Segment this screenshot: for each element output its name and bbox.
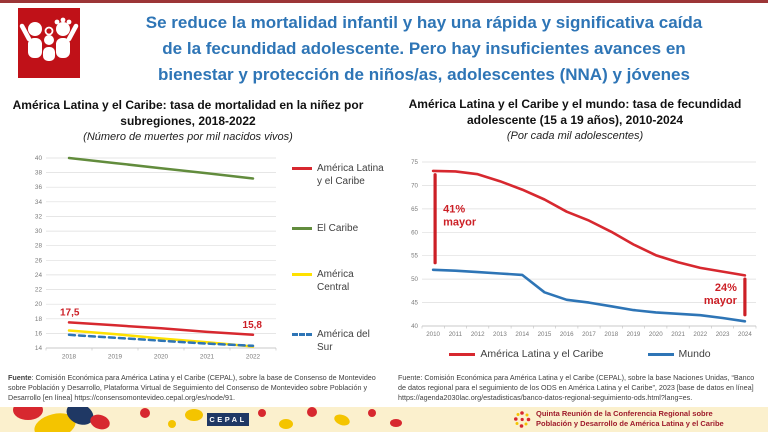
left-source-label: Fuente [8,373,32,382]
legend-item: El Caribe [292,222,384,235]
svg-text:75: 75 [411,159,418,166]
fertility-chart: 40 45 50 55 60 65 70 75 2010 2011 2012 2013 2014 2015… [411,159,757,338]
legend-label: El Caribe [317,222,359,234]
legend-item: América Latina y el Caribe [292,162,384,188]
svg-text:2012: 2012 [471,331,485,338]
svg-text:40: 40 [35,155,43,162]
legend-swatch [292,332,312,336]
left-source-text: : Comisión Económica para América Latina… [8,373,376,402]
svg-text:50: 50 [411,276,418,283]
confetti-decoration [13,407,402,432]
left-chart-title: América Latina y el Caribe: tasa de mort… [12,98,364,128]
svg-text:2013: 2013 [493,331,507,338]
top-border [0,0,768,3]
right-source: Fuente: Comisión Económica para América … [398,373,762,403]
svg-text:20: 20 [35,301,43,308]
legend-swatch [292,273,312,277]
legend-label: América Latina y el Caribe [317,163,384,187]
conference-title-line2: Población y Desarrollo de América Latina… [536,419,724,428]
legend-swatch [647,352,674,356]
legend-swatch [449,352,476,356]
right-chart-subtitle: (Por cada mil adolescentes) [506,130,644,142]
svg-text:26: 26 [35,257,43,264]
svg-text:2020: 2020 [649,331,663,338]
svg-text:36: 36 [35,184,43,191]
legend-swatch [292,226,312,230]
right-chart-title: América Latina y el Caribe y el mundo: t… [408,97,742,127]
svg-text:2014: 2014 [515,331,529,338]
svg-text:65: 65 [411,206,418,213]
svg-text:2019: 2019 [108,353,123,360]
svg-text:22: 22 [35,287,43,294]
svg-text:2020: 2020 [154,353,169,360]
legend-item: Mundo [647,348,711,360]
svg-text:2021: 2021 [200,353,215,360]
svg-text:55: 55 [411,253,418,260]
conference-branding: Quinta Reunión de la Conferencia Regiona… [514,409,724,429]
legend-label: América Latina y el Caribe [480,348,604,360]
svg-text:28: 28 [35,243,43,250]
svg-text:2022: 2022 [246,353,261,360]
legend-item: América del Sur [292,328,384,354]
svg-text:30: 30 [35,228,43,235]
legend-swatch [292,167,312,170]
svg-text:2017: 2017 [582,331,596,338]
conference-logo-icon [514,410,531,428]
cepal-logo: CEPAL [207,413,249,426]
left-chart-subtitle: (Número de muertes por mil nacidos vivos… [83,131,293,143]
conference-title-line1: Quinta Reunión de la Conferencia Regiona… [536,409,713,418]
svg-text:2011: 2011 [449,331,463,338]
svg-text:40: 40 [411,323,418,330]
legend-label: América del Sur [317,328,370,353]
family-icon [18,8,80,78]
svg-text:16: 16 [35,330,43,337]
svg-text:2024: 2024 [738,331,752,338]
left-chart-legend: América Latina y el Caribe El Caribe Améri… [292,162,384,354]
svg-text:2018: 2018 [62,353,77,360]
svg-text:18: 18 [35,316,43,323]
svg-text:45: 45 [411,300,418,307]
svg-text:2018: 2018 [604,331,618,338]
svg-text:mayor: mayor [443,217,477,229]
legend-label: América Central [317,269,354,294]
svg-text:32: 32 [35,214,43,221]
conference-title: Quinta Reunión de la Conferencia Regiona… [536,409,724,429]
legend-label: Mundo [678,348,711,360]
page-title-line2: de la fecundidad adolescente. Pero hay i… [162,39,686,58]
svg-text:2023: 2023 [716,331,730,338]
svg-text:24%: 24% [715,282,737,294]
right-chart-legend: América Latina y el Caribe Mundo [396,348,764,360]
svg-text:24: 24 [35,272,43,279]
svg-text:34: 34 [35,199,43,206]
svg-text:2019: 2019 [627,331,641,338]
page-title-line3: bienestar y protección de niños/as, adol… [158,65,690,84]
svg-text:60: 60 [411,229,418,236]
page-title-line1: Se reduce la mortalidad infantil y hay u… [145,13,703,32]
svg-text:2015: 2015 [538,331,552,338]
right-source-text: Fuente: Comisión Económica para América … [398,373,755,402]
svg-text:38: 38 [35,170,43,177]
legend-item: América Central [292,268,384,294]
svg-text:2021: 2021 [671,331,685,338]
legend-item: América Latina y el Caribe [449,348,604,360]
svg-text:14: 14 [35,345,43,352]
footer-bar: CEPAL Quinta Reunión de la Conferencia R… [0,407,768,432]
svg-text:2016: 2016 [560,331,574,338]
svg-text:70: 70 [411,182,418,189]
svg-text:2010: 2010 [426,331,440,338]
svg-text:15,8: 15,8 [243,320,263,331]
svg-text:mayor: mayor [704,295,738,307]
page-title: Se reduce la mortalidad infantil y hay u… [88,10,760,88]
svg-text:41%: 41% [443,204,465,216]
svg-text:2022: 2022 [693,331,707,338]
left-source: Fuente: Comisión Económica para América … [8,373,380,403]
svg-text:17,5: 17,5 [60,307,80,318]
